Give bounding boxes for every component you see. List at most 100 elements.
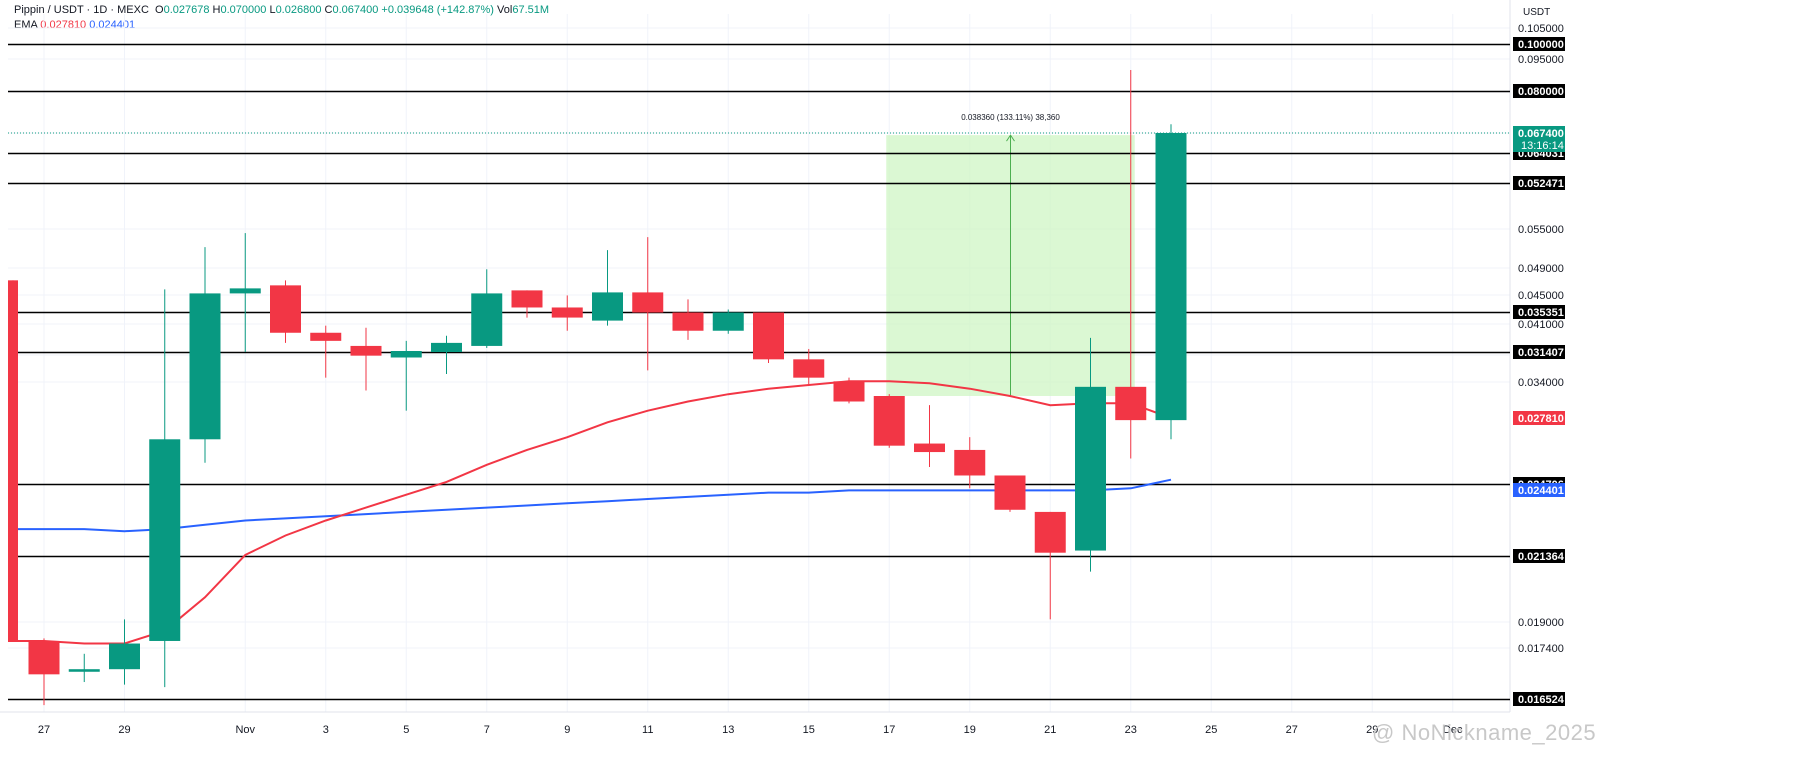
candle-body: [149, 439, 181, 641]
time-tick-label: 27: [1286, 724, 1298, 736]
candle: [994, 475, 1026, 512]
watermark: @ NoNickname_2025: [1372, 720, 1597, 745]
price-tag-bg: [1513, 411, 1565, 425]
time-tick-label: 9: [564, 724, 570, 736]
candle-body: [1034, 511, 1066, 553]
candle: [28, 638, 60, 706]
price-tick-label: 0.041000: [1518, 319, 1564, 331]
candle-body: [310, 332, 342, 341]
candle: [551, 295, 583, 331]
price-tick-label: 0.095000: [1518, 54, 1564, 66]
candles: [8, 70, 1187, 706]
time-tick-label: 17: [883, 724, 895, 736]
candle: [1034, 511, 1066, 620]
candle: [431, 335, 462, 374]
price-tag-bg: [1513, 483, 1565, 497]
candle: [753, 312, 784, 363]
candle-body: [873, 396, 905, 446]
level-price-tag-bg: [1513, 305, 1565, 319]
level-price-tag: 0.035351: [1518, 307, 1564, 319]
level-price-tag: 0.016524: [1518, 694, 1565, 706]
candle: [390, 340, 422, 411]
candle-body: [1115, 386, 1147, 421]
price-tick-label: 0.049000: [1518, 263, 1564, 275]
legend-o-label: O: [155, 4, 164, 16]
candle: [189, 247, 221, 463]
candle: [8, 280, 18, 641]
candle: [1075, 337, 1106, 572]
ema-slow-line: [8, 478, 1172, 533]
legend-vol-label: Vol: [497, 4, 513, 16]
time-tick-label: 29: [1366, 724, 1378, 736]
candle: [833, 377, 865, 404]
candle: [1155, 124, 1187, 440]
legend-low: 0.026800: [275, 4, 322, 16]
legend-volume: 67.51M: [512, 4, 550, 16]
candle-body: [994, 475, 1026, 510]
candle: [914, 405, 945, 467]
candle-body: [350, 345, 382, 356]
time-tick-label: Dec: [1443, 724, 1463, 736]
candle-body: [1075, 386, 1106, 551]
candle: [632, 237, 664, 371]
candle: [149, 289, 181, 688]
ema-fast-line: [8, 380, 1172, 645]
time-tick-label: 23: [1125, 724, 1137, 736]
candle-body: [954, 449, 986, 476]
measure-arrow-head: [1006, 134, 1015, 142]
price-tick-label: 0.045000: [1518, 290, 1564, 302]
time-tick-label: Nov: [235, 724, 255, 736]
candle: [592, 250, 623, 326]
candle-body: [592, 292, 623, 321]
candle-body: [270, 285, 301, 333]
candle: [1115, 70, 1147, 459]
legend-change: +0.039648 (+142.87%): [381, 4, 494, 16]
level-price-tag-bg: [1513, 692, 1565, 706]
candle-body: [431, 342, 462, 352]
candle: [310, 325, 342, 378]
price-tag: 0.067400: [1518, 128, 1564, 140]
candle-body: [914, 443, 945, 453]
level-price-tag: 0.100000: [1518, 39, 1564, 51]
candle-body: [632, 292, 664, 313]
level-price-tag-bg: [1513, 345, 1565, 359]
legend-open: 0.027678: [163, 4, 210, 16]
legend-h-label: H: [212, 4, 221, 16]
legend-high: 0.070000: [220, 4, 267, 16]
candle-body: [511, 290, 543, 308]
candle-body: [712, 312, 744, 331]
candle-body: [229, 288, 261, 294]
level-price-tag-bg: [1513, 176, 1565, 190]
candle-body: [189, 293, 221, 440]
candle: [350, 327, 382, 391]
candle: [954, 437, 986, 489]
time-axis[interactable]: 27 29 Nov 3 5 7 9 11 13 15 17 19 21 23 25 27 29 Dec: [38, 724, 1463, 736]
candle-body: [471, 293, 503, 346]
price-tick-label: 0.055000: [1518, 224, 1564, 236]
time-tick-label: 13: [722, 724, 734, 736]
price-tag-timer: 13:16:14: [1521, 140, 1564, 152]
candle-body: [753, 312, 784, 360]
legend-l-label: L: [269, 4, 276, 16]
candle-body: [833, 381, 865, 402]
level-price-tag: 0.021364: [1518, 551, 1565, 563]
time-tick-label: 5: [403, 724, 409, 736]
time-tick-label: 3: [323, 724, 329, 736]
candle-body: [68, 669, 100, 672]
price-tick-label: 0.019000: [1518, 617, 1564, 629]
time-tick-label: 25: [1205, 724, 1217, 736]
legend-close: 0.067400: [332, 4, 379, 16]
legend-c-label: C: [324, 4, 333, 16]
legend-symbol[interactable]: Pippin / USDT · 1D · MEXC: [14, 4, 149, 16]
candle-body: [390, 350, 422, 358]
level-price-tag: 0.031407: [1518, 347, 1564, 359]
measure-label: 0.038360 (133.11%) 38,360: [961, 113, 1060, 122]
candle: [229, 233, 261, 352]
candle: [471, 269, 503, 348]
level-price-tag-bg: [1513, 549, 1565, 563]
candle-body: [28, 640, 60, 675]
level-price-tag-bg: [1513, 37, 1565, 51]
candle: [793, 348, 825, 385]
level-price-tag-bg: [1513, 84, 1565, 98]
